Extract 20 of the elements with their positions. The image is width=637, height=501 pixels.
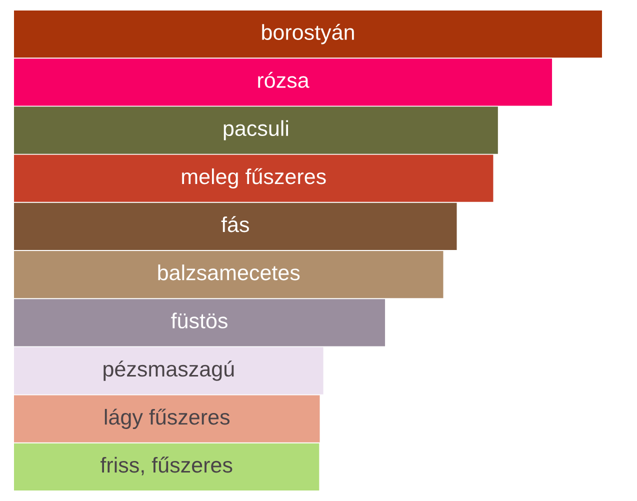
y-tick-label: borostyán (262, 24, 354, 44)
y-tick-label: pacsuli (224, 120, 288, 140)
y-tick-label: balzsamecetes (158, 264, 300, 280)
bar (14, 154, 494, 202)
bar (14, 202, 457, 250)
bar (14, 299, 386, 346)
y-tick-label: füstös (171, 312, 228, 328)
bar (14, 58, 552, 106)
bar (14, 395, 320, 442)
y-tick-label: lágy fűszeres (104, 408, 230, 430)
bar (14, 250, 444, 298)
y-tick-label: fás (221, 216, 249, 232)
bar (14, 443, 320, 491)
bar (14, 347, 324, 394)
bar (14, 106, 498, 154)
y-tick-label: rózsa (258, 72, 310, 88)
y-tick-label: meleg fűszeres (182, 168, 326, 189)
y-tick-label: pézsmaszagú (104, 360, 234, 381)
bar (14, 10, 602, 58)
y-tick-label: friss, fűszeres (100, 456, 232, 476)
